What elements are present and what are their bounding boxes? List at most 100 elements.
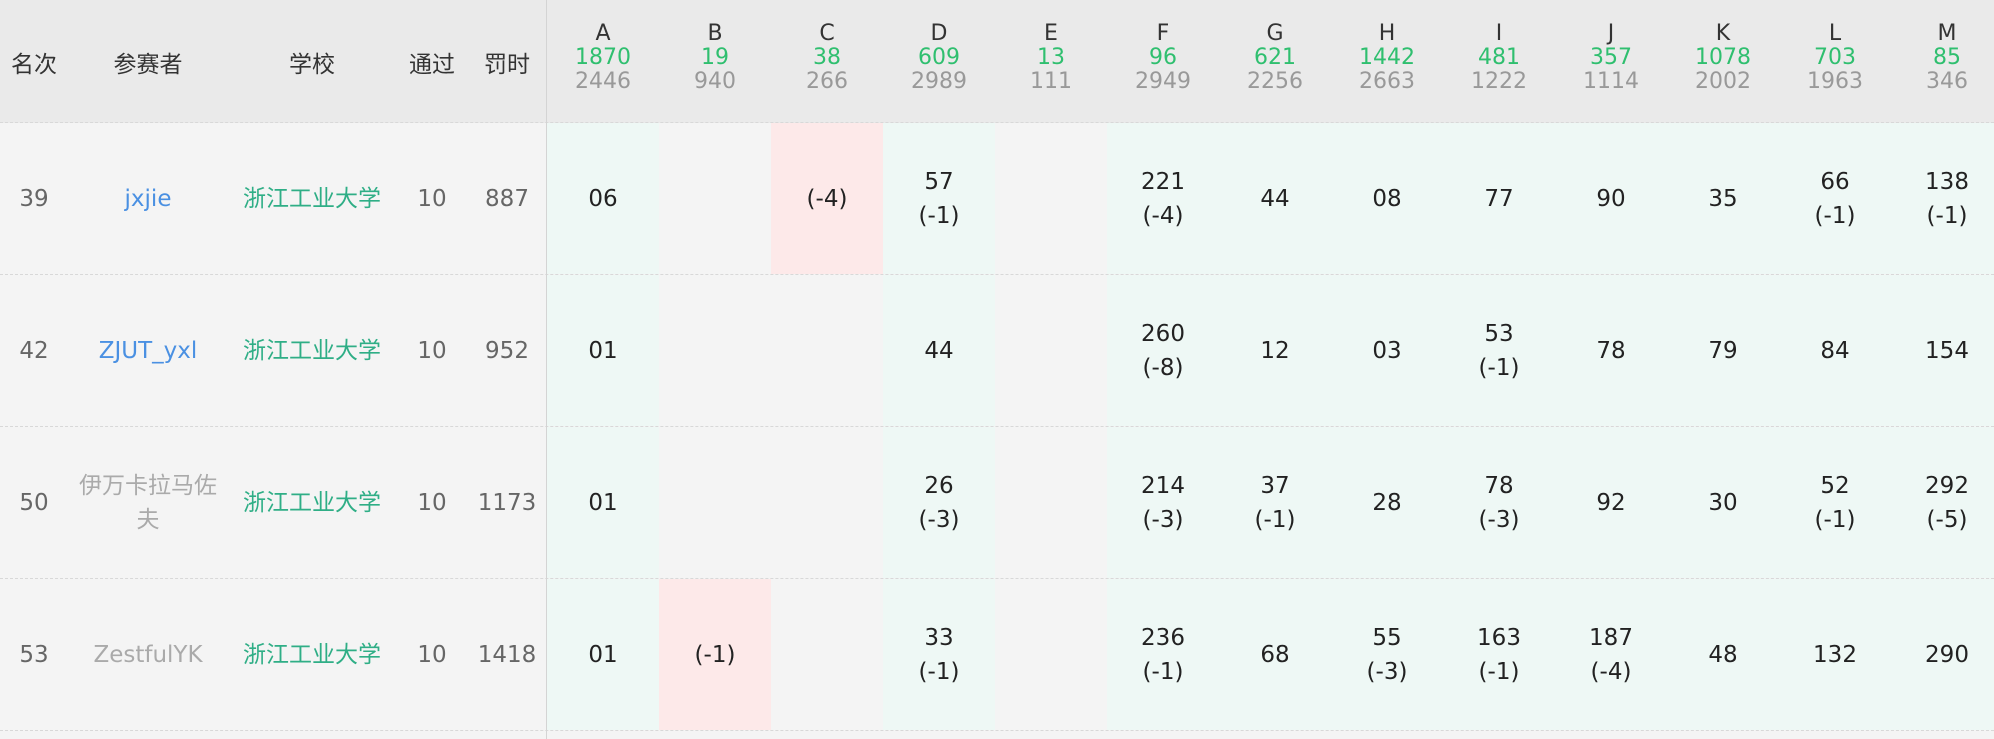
solve-time: 292 <box>1925 472 1969 499</box>
problem-header-k[interactable]: K 1078 2002 <box>1667 22 1779 94</box>
solve-time: 44 <box>1260 185 1290 212</box>
problem-cell-h: 55 (-3) <box>1331 579 1443 730</box>
problem-letter[interactable]: A <box>595 21 611 46</box>
solved-header[interactable]: 通过 <box>409 51 455 78</box>
solved-cell: 10 <box>417 337 447 364</box>
problem-cell-f: 236 (-1) <box>1107 579 1219 730</box>
problem-header-d[interactable]: D 609 2989 <box>883 22 995 94</box>
problem-cell-m: 290 <box>1891 579 1994 730</box>
problem-tried-count: 2256 <box>1247 69 1303 94</box>
solve-time: 68 <box>1260 641 1290 668</box>
problem-accepted-count: 19 <box>701 45 729 70</box>
problem-accepted-count: 85 <box>1933 45 1961 70</box>
wrong-attempts: (-3) <box>1366 658 1408 685</box>
problem-letter[interactable]: H <box>1378 21 1396 46</box>
problem-tried-count: 2989 <box>911 69 967 94</box>
problem-cell-m: 292 (-5) <box>1891 427 1994 578</box>
school-cell: 浙江工业大学 <box>243 337 381 364</box>
problem-letter[interactable]: J <box>1607 21 1615 46</box>
rank-cell: 42 <box>19 337 49 364</box>
solve-time: 48 <box>1708 641 1738 668</box>
problem-cell-a: 01 <box>547 579 659 730</box>
rank-header[interactable]: 名次 <box>11 51 57 78</box>
user-name-link[interactable]: ZJUT_yxl <box>98 337 198 364</box>
solve-time: 44 <box>924 337 954 364</box>
solve-time: 06 <box>588 185 618 212</box>
problem-cell-e <box>995 427 1107 578</box>
problem-header-j[interactable]: J 357 1114 <box>1555 22 1667 94</box>
solve-time: 260 <box>1141 320 1185 347</box>
problem-cell-m: 138 (-1) <box>1891 123 1994 274</box>
penalty-header[interactable]: 罚时 <box>484 51 530 78</box>
problem-header-e[interactable]: E 13 111 <box>995 22 1107 94</box>
problem-cell-e <box>995 579 1107 730</box>
problem-letter[interactable]: F <box>1156 21 1170 46</box>
penalty-cell: 1173 <box>477 489 537 516</box>
problem-header-g[interactable]: G 621 2256 <box>1219 22 1331 94</box>
problem-letter[interactable]: K <box>1715 21 1731 46</box>
problem-cell-d: 26 (-3) <box>883 427 995 578</box>
problem-accepted-count: 703 <box>1814 45 1856 70</box>
problem-letter[interactable]: L <box>1828 21 1842 46</box>
solve-time: 55 <box>1372 624 1402 651</box>
solve-time: 01 <box>588 337 618 364</box>
solve-time: 79 <box>1708 337 1738 364</box>
problem-letter[interactable]: C <box>819 21 835 46</box>
penalty-cell: 887 <box>485 185 529 212</box>
problem-letter[interactable]: G <box>1266 21 1284 46</box>
problem-header-a[interactable]: A 1870 2446 <box>547 22 659 94</box>
problem-cell-e <box>995 275 1107 426</box>
column-divider <box>546 0 547 739</box>
problem-tried-count: 2002 <box>1695 69 1751 94</box>
wrong-attempts: (-3) <box>1142 506 1184 533</box>
problem-tried-count: 2949 <box>1135 69 1191 94</box>
problem-tried-count: 2663 <box>1359 69 1415 94</box>
scoreboard-header: 名次 参赛者 学校 通过 罚时 A 1870 2446 B 19 940 C 38 266 D 60… <box>0 0 1994 123</box>
wrong-attempts: (-1) <box>694 641 736 668</box>
user-name-link[interactable]: jxjie <box>124 185 172 212</box>
problem-header-i[interactable]: I 481 1222 <box>1443 22 1555 94</box>
problem-cell-f: 214 (-3) <box>1107 427 1219 578</box>
problem-header-b[interactable]: B 19 940 <box>659 22 771 94</box>
problem-accepted-count: 621 <box>1254 45 1296 70</box>
solve-time: 221 <box>1141 168 1185 195</box>
problem-letter[interactable]: I <box>1495 21 1503 46</box>
problem-letter[interactable]: D <box>930 21 948 46</box>
problem-letter[interactable]: E <box>1044 21 1058 46</box>
problem-header-f[interactable]: F 96 2949 <box>1107 22 1219 94</box>
problem-cell-d: 44 <box>883 275 995 426</box>
problem-cell-k: 30 <box>1667 427 1779 578</box>
table-row: 42 ZJUT_yxl 浙江工业大学 10 952 01 44 260 (-8) 12 03 53 (-… <box>0 275 1994 427</box>
problem-header-c[interactable]: C 38 266 <box>771 22 883 94</box>
solved-cell: 10 <box>417 641 447 668</box>
problem-cell-f: 221 (-4) <box>1107 123 1219 274</box>
problem-header-h[interactable]: H 1442 2663 <box>1331 22 1443 94</box>
solve-time: 78 <box>1596 337 1626 364</box>
solve-time: 37 <box>1260 472 1290 499</box>
school-header[interactable]: 学校 <box>289 51 335 78</box>
solve-time: 01 <box>588 489 618 516</box>
problem-cell-c: (-4) <box>771 123 883 274</box>
problem-letter[interactable]: M <box>1937 21 1957 46</box>
wrong-attempts: (-1) <box>1478 658 1520 685</box>
table-row: 39 jxjie 浙江工业大学 10 887 06 (-4) 57 (-1) 221 (-4) 44 0… <box>0 123 1994 275</box>
problem-accepted-count: 609 <box>918 45 960 70</box>
table-row: 50 伊万卡拉马佐夫 浙江工业大学 10 1173 01 26 (-3) 214 (-3) 37 (-… <box>0 427 1994 579</box>
solve-time: 66 <box>1820 168 1850 195</box>
problem-cell-k: 48 <box>1667 579 1779 730</box>
problem-cell-l: 132 <box>1779 579 1891 730</box>
problem-tried-count: 266 <box>806 69 848 94</box>
wrong-attempts: (-5) <box>1926 506 1968 533</box>
wrong-attempts: (-1) <box>1814 506 1856 533</box>
solved-cell: 10 <box>417 185 447 212</box>
user-name-link[interactable]: 伊万卡拉马佐夫 <box>79 472 217 533</box>
problem-header-m[interactable]: M 85 346 <box>1891 22 1994 94</box>
problem-header-l[interactable]: L 703 1963 <box>1779 22 1891 94</box>
problem-letter[interactable]: B <box>707 21 723 46</box>
problem-cell-g: 44 <box>1219 123 1331 274</box>
solve-time: 01 <box>588 641 618 668</box>
school-cell: 浙江工业大学 <box>243 489 381 516</box>
solve-time: 187 <box>1589 624 1633 651</box>
user-name-link[interactable]: ZestfulYK <box>93 641 203 668</box>
user-header[interactable]: 参赛者 <box>113 51 183 78</box>
